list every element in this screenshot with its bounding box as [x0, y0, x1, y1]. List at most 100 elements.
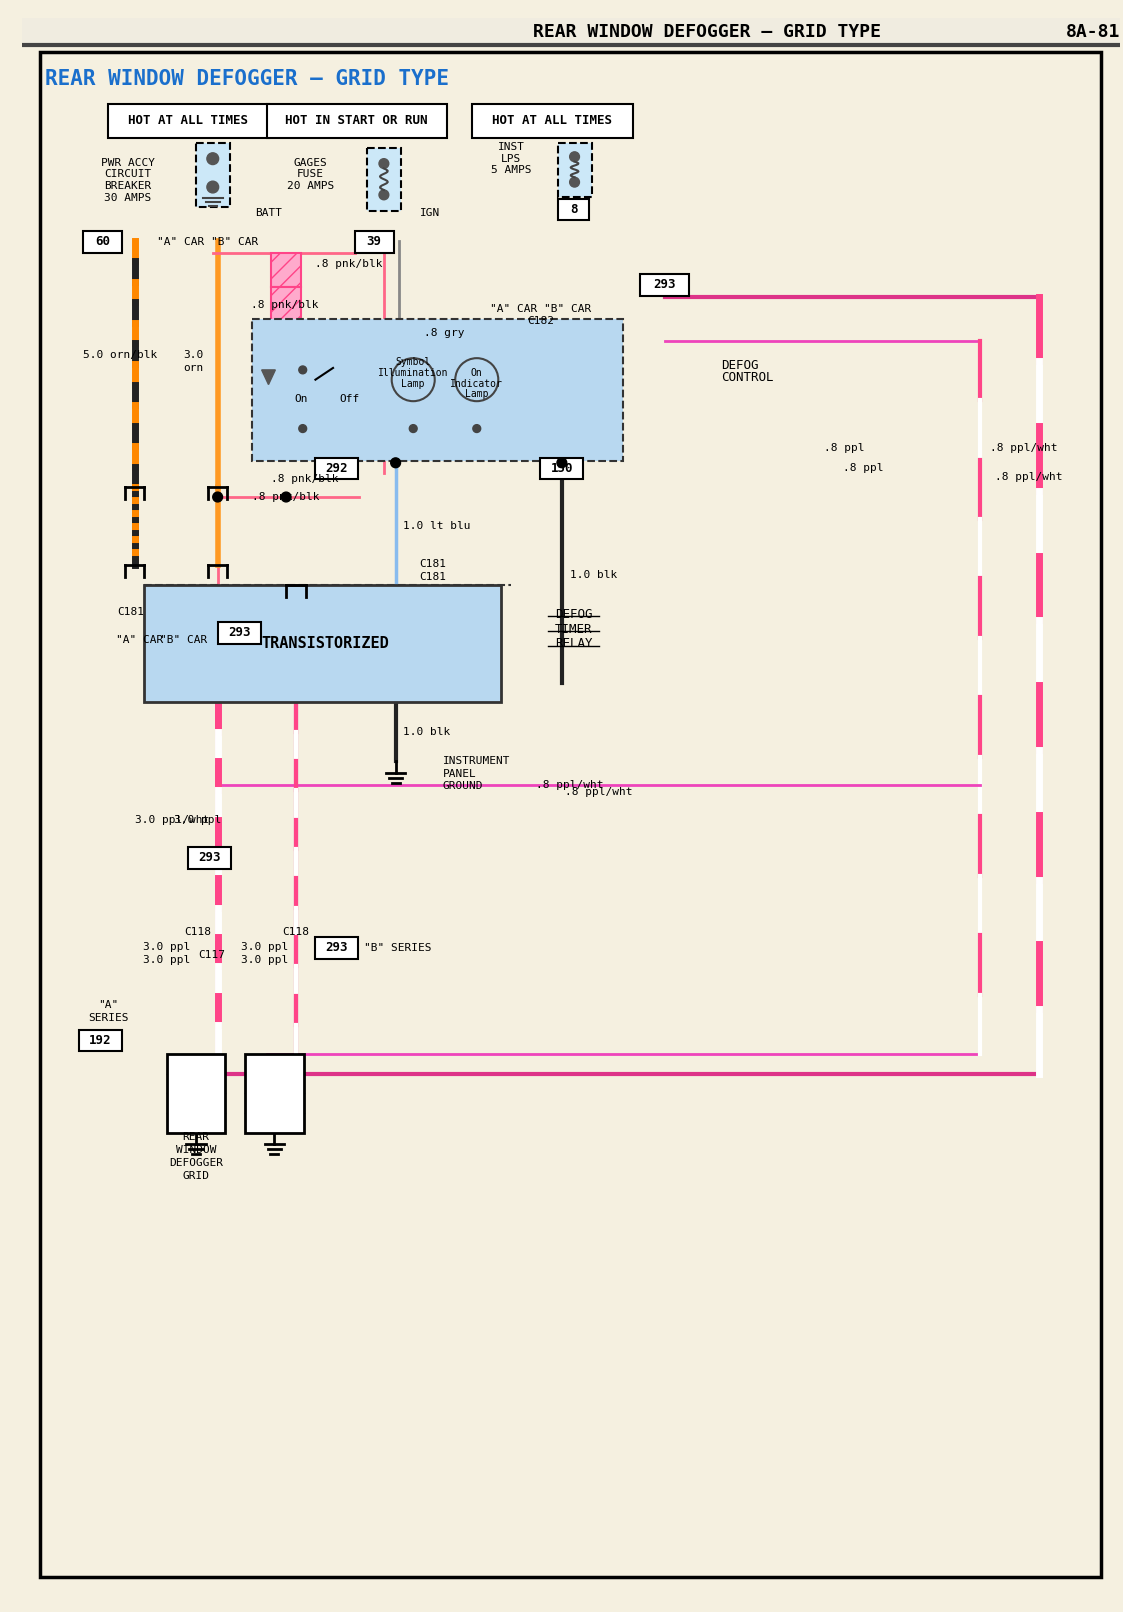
Text: PANEL: PANEL — [442, 769, 476, 779]
Text: DEFOG: DEFOG — [555, 608, 593, 621]
Text: C181: C181 — [419, 558, 446, 569]
Bar — [108, 103, 270, 139]
Text: REAR: REAR — [183, 1133, 210, 1143]
Text: REAR WINDOW DEFOGGER — GRID TYPE: REAR WINDOW DEFOGGER — GRID TYPE — [45, 68, 449, 89]
Text: GAGES: GAGES — [294, 158, 328, 168]
Circle shape — [299, 366, 307, 374]
Text: 3.0 ppl: 3.0 ppl — [144, 941, 191, 951]
Text: WINDOW: WINDOW — [176, 1145, 217, 1156]
Text: .8 pnk/blk: .8 pnk/blk — [252, 492, 319, 501]
Circle shape — [212, 492, 222, 501]
Text: C118: C118 — [282, 927, 309, 937]
Bar — [252, 319, 623, 461]
Text: FUSE: FUSE — [298, 169, 325, 179]
Text: orn: orn — [183, 363, 203, 372]
Bar — [558, 143, 592, 197]
Text: 5 AMPS: 5 AMPS — [491, 166, 531, 176]
Text: 293: 293 — [326, 941, 348, 954]
Text: 293: 293 — [228, 627, 250, 640]
Text: "B" CAR: "B" CAR — [159, 635, 207, 645]
Circle shape — [569, 152, 579, 161]
Circle shape — [391, 458, 401, 467]
Text: 3.0 ppl: 3.0 ppl — [241, 941, 289, 951]
Bar — [167, 1054, 226, 1133]
Text: .8 pnk/blk: .8 pnk/blk — [316, 260, 383, 269]
Text: HOT IN START OR RUN: HOT IN START OR RUN — [285, 114, 428, 127]
Text: INST: INST — [497, 142, 524, 152]
Circle shape — [473, 424, 481, 432]
Text: INSTRUMENT: INSTRUMENT — [442, 756, 510, 766]
Text: TIMER: TIMER — [555, 622, 593, 635]
Text: .8 pnk/blk: .8 pnk/blk — [272, 474, 339, 485]
Text: 39: 39 — [366, 235, 382, 248]
Bar — [558, 198, 590, 221]
Text: .8 ppl/wht: .8 ppl/wht — [990, 443, 1058, 453]
Text: DEFOGGER: DEFOGGER — [170, 1157, 223, 1169]
Circle shape — [569, 177, 579, 187]
Bar — [197, 143, 230, 206]
Text: On: On — [471, 368, 483, 377]
Text: 3.0: 3.0 — [183, 350, 203, 359]
Circle shape — [207, 153, 219, 164]
Bar — [218, 622, 261, 643]
Bar — [472, 103, 633, 139]
Bar — [83, 231, 121, 253]
Text: DEFOG: DEFOG — [721, 358, 759, 371]
Bar — [245, 1054, 303, 1133]
Bar — [272, 287, 301, 321]
Text: RELAY: RELAY — [555, 637, 593, 650]
Bar — [316, 458, 358, 479]
Text: On: On — [294, 395, 308, 405]
Text: 8: 8 — [569, 203, 577, 216]
Text: "A" CAR "B" CAR: "A" CAR "B" CAR — [490, 305, 591, 314]
Text: Illumination: Illumination — [378, 368, 448, 377]
Text: .8 ppl: .8 ppl — [824, 443, 865, 453]
Text: Off: Off — [339, 395, 359, 405]
Circle shape — [378, 190, 389, 200]
Text: C181: C181 — [419, 572, 446, 582]
Bar — [189, 846, 231, 869]
Bar — [22, 18, 1120, 45]
Text: 293: 293 — [199, 851, 221, 864]
Text: 1.0 lt blu: 1.0 lt blu — [403, 521, 471, 532]
Text: "A": "A" — [98, 1001, 118, 1011]
Text: 30 AMPS: 30 AMPS — [104, 193, 152, 203]
Text: 3.0 ppl: 3.0 ppl — [174, 814, 221, 825]
Text: REAR WINDOW DEFOGGER — GRID TYPE: REAR WINDOW DEFOGGER — GRID TYPE — [532, 23, 880, 40]
Circle shape — [281, 492, 291, 501]
Text: 3.0 ppl: 3.0 ppl — [144, 954, 191, 964]
Text: 1.0 blk: 1.0 blk — [403, 727, 450, 737]
Text: 150: 150 — [550, 463, 573, 476]
Text: .8 pnk/blk: .8 pnk/blk — [250, 300, 319, 311]
Text: "B" SERIES: "B" SERIES — [364, 943, 432, 953]
Text: .8 ppl: .8 ppl — [843, 463, 884, 472]
Text: C118: C118 — [184, 927, 211, 937]
Text: "A" CAR: "A" CAR — [116, 635, 163, 645]
Text: Symbol: Symbol — [395, 358, 431, 368]
Circle shape — [207, 181, 219, 193]
Text: PWR ACCY: PWR ACCY — [101, 158, 155, 168]
Text: BATT: BATT — [255, 208, 282, 219]
Circle shape — [557, 458, 567, 467]
Text: .8 ppl/wht: .8 ppl/wht — [995, 472, 1062, 482]
Bar — [355, 231, 394, 253]
Text: Lamp: Lamp — [401, 379, 424, 388]
Text: .8 ppl/wht: .8 ppl/wht — [565, 787, 632, 798]
Text: C117: C117 — [198, 949, 225, 959]
Text: CIRCUIT: CIRCUIT — [104, 169, 152, 179]
Text: Indicator: Indicator — [450, 379, 503, 388]
Text: 3.0 ppl: 3.0 ppl — [241, 954, 289, 964]
Bar — [316, 937, 358, 959]
Text: 5.0 orn/blk: 5.0 orn/blk — [83, 350, 157, 359]
Text: C182: C182 — [527, 316, 554, 326]
Text: 3.0 ppl/wht: 3.0 ppl/wht — [135, 814, 209, 825]
Text: IGN: IGN — [420, 208, 440, 219]
Text: 1.0 blk: 1.0 blk — [569, 571, 617, 580]
Text: SERIES: SERIES — [88, 1014, 128, 1024]
Bar — [145, 585, 501, 703]
Text: C181: C181 — [117, 608, 145, 617]
Text: 293: 293 — [654, 279, 676, 292]
Text: Lamp: Lamp — [465, 390, 489, 400]
Text: LPS: LPS — [501, 153, 521, 164]
Text: 192: 192 — [89, 1035, 111, 1048]
